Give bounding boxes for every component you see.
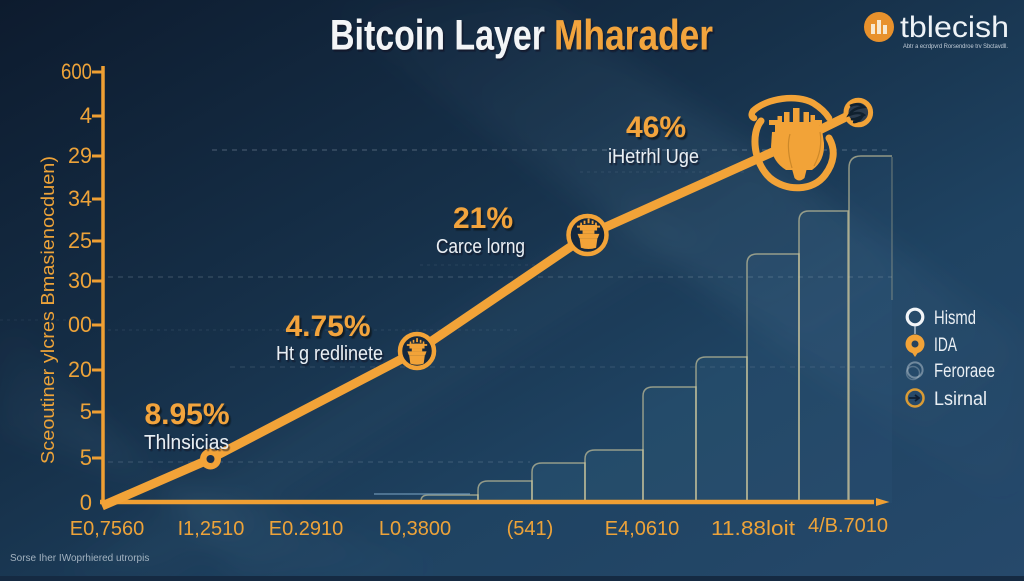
svg-text:Hismd: Hismd — [934, 308, 976, 329]
svg-text:11.88loit: 11.88loit — [711, 518, 795, 540]
svg-text:21%: 21% — [453, 202, 513, 235]
svg-text:Thlnsicias: Thlnsicias — [144, 432, 229, 454]
svg-text:4: 4 — [80, 103, 92, 128]
svg-text:8.95%: 8.95% — [144, 398, 229, 431]
svg-text:5: 5 — [80, 399, 92, 424]
svg-text:Sorse Iher IWoprhiered utrorpi: Sorse Iher IWoprhiered utrorpis — [10, 553, 149, 564]
svg-text:600: 600 — [61, 59, 92, 84]
svg-text:00: 00 — [68, 312, 92, 337]
svg-text:4/B.7010: 4/B.7010 — [808, 515, 888, 537]
svg-text:20: 20 — [68, 357, 92, 382]
svg-text:Bitcoin Layer: Bitcoin Layer — [330, 12, 545, 60]
svg-text:E4,0610: E4,0610 — [605, 518, 680, 540]
svg-text:iHetrhl Uge: iHetrhl Uge — [608, 146, 699, 168]
svg-text:29: 29 — [68, 143, 92, 168]
svg-text:4.75%: 4.75% — [285, 310, 370, 343]
svg-text:30: 30 — [68, 268, 92, 293]
svg-text:I1,2510: I1,2510 — [178, 518, 245, 540]
svg-text:E0,7560: E0,7560 — [70, 518, 145, 540]
svg-text:5: 5 — [80, 445, 92, 470]
svg-text:34: 34 — [68, 186, 92, 211]
svg-text:tblecish: tblecish — [900, 11, 1009, 44]
svg-text:46%: 46% — [626, 111, 686, 144]
svg-text:Lsirnal: Lsirnal — [934, 389, 987, 410]
svg-text:IDA: IDA — [934, 335, 957, 356]
svg-text:Mharader: Mharader — [554, 12, 713, 60]
svg-text:25: 25 — [68, 228, 92, 253]
svg-text:Abtr a ecrdpvrd Rorsendroe trv: Abtr a ecrdpvrd Rorsendroe trv Sbctavdll… — [903, 43, 1008, 50]
svg-text:Ht g redlinete: Ht g redlinete — [276, 343, 383, 365]
svg-text:0: 0 — [80, 490, 92, 515]
svg-text:Feroraee: Feroraee — [934, 361, 995, 382]
svg-text:L0,3800: L0,3800 — [379, 518, 451, 540]
svg-text:(541): (541) — [507, 518, 554, 540]
svg-text:E0.2910: E0.2910 — [269, 518, 344, 540]
svg-text:Sceoutiner ylcres Bmasienocdue: Sceoutiner ylcres Bmasienocduen) — [38, 156, 58, 464]
svg-text:Carce lorng: Carce lorng — [436, 236, 525, 258]
